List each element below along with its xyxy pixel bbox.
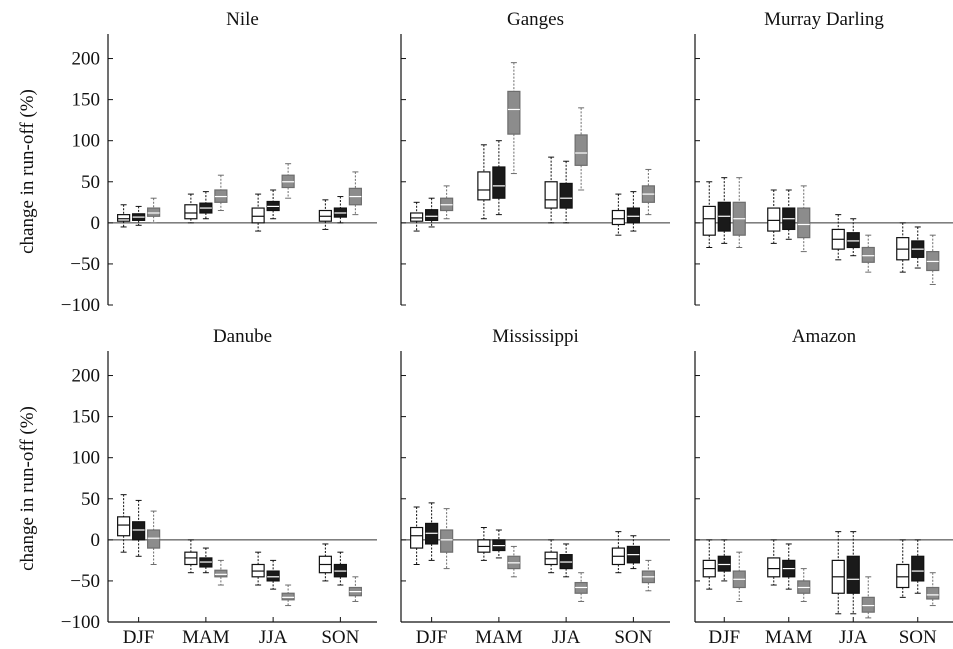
x-tick-label: SON [899,627,937,648]
y-axis-label: change in run-off (%) [17,89,38,254]
box [911,555,925,582]
panel-title: Mississippi [492,326,579,347]
y-tick-label: 100 [72,448,101,469]
panel-title: Ganges [507,9,564,30]
x-tick-label: SON [614,627,652,648]
box [184,204,198,220]
box [214,569,228,578]
box [717,555,731,572]
box [132,521,146,541]
y-tick-label: 0 [91,213,101,234]
box [117,214,131,222]
y-tick-label: −50 [70,571,100,592]
box [767,557,781,578]
y-tick-label: 200 [72,49,101,70]
x-tick-label: MAM [475,627,523,648]
box [544,181,558,209]
box [896,563,910,589]
x-tick-label: DJF [123,627,155,648]
box [281,592,295,601]
y-tick-label: −100 [61,295,100,316]
box [147,529,161,549]
y-tick-label: 100 [72,131,101,152]
box [926,586,940,600]
box [559,182,573,209]
panel-title: Amazon [792,326,857,347]
x-tick-label: JJA [552,627,581,648]
box [477,171,491,201]
y-tick-label: 200 [72,366,101,387]
box [846,232,860,249]
box [846,555,860,594]
panel-title: Nile [226,9,259,30]
x-tick-label: SON [321,627,359,648]
x-tick-label: MAM [182,627,230,648]
x-tick-label: DJF [708,627,740,648]
box [861,246,875,263]
box [626,207,640,224]
box [492,166,506,199]
box [410,212,424,222]
box [117,516,131,537]
x-tick-label: JJA [839,627,868,648]
y-tick-label: 50 [81,172,100,193]
box [440,529,454,553]
y-tick-label: 0 [91,530,101,551]
y-axis-label: change in run-off (%) [17,406,38,571]
box [611,209,625,226]
box [147,207,161,217]
box [767,207,781,232]
box [574,134,588,166]
y-tick-label: 150 [72,407,101,428]
x-tick-label: MAM [765,627,813,648]
y-tick-label: 50 [81,489,100,510]
box [702,205,716,236]
panel-title: Danube [213,326,272,347]
box [425,209,439,221]
y-tick-label: −50 [70,254,100,275]
x-tick-label: JJA [259,627,288,648]
box [410,526,424,549]
box [507,90,521,135]
box [266,570,280,582]
x-tick-label: DJF [416,627,448,648]
panel-title: Murray Darling [764,9,884,30]
y-tick-label: 150 [72,90,101,111]
box [861,596,875,613]
y-tick-label: −100 [61,612,100,633]
box [251,207,265,224]
box [797,207,811,239]
